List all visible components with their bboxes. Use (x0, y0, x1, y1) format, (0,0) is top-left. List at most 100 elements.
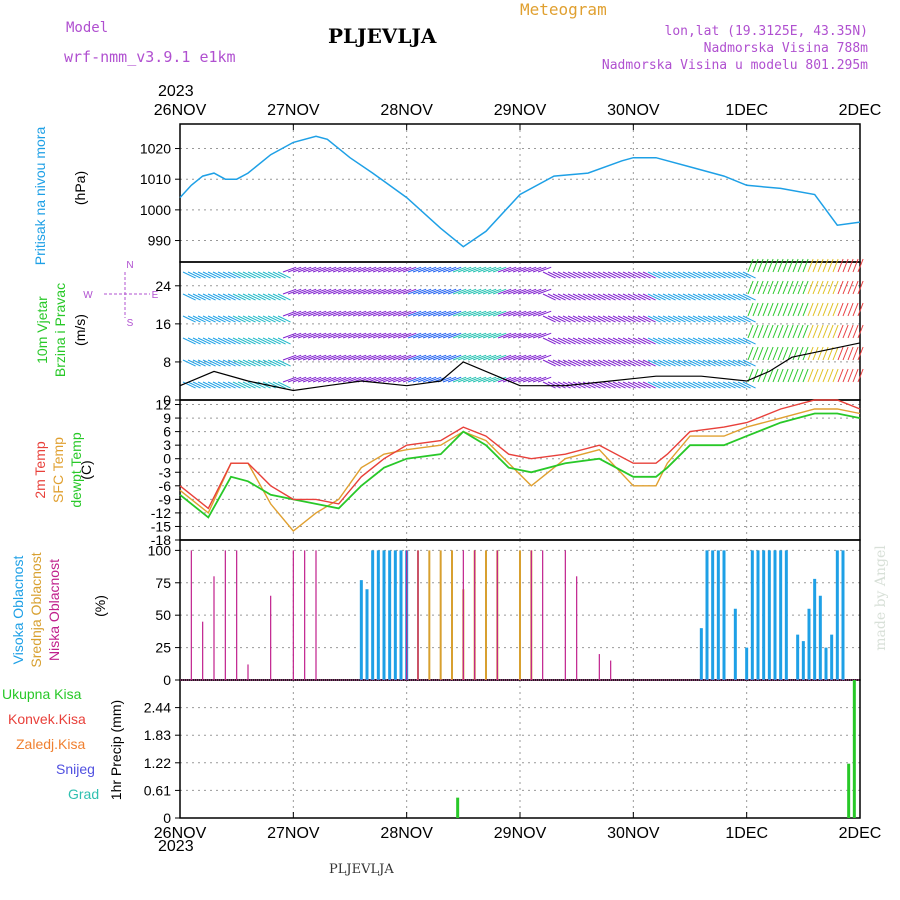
wind-barb (772, 280, 779, 295)
wind-barb (602, 293, 616, 301)
wind-barb (187, 293, 201, 301)
wind-barb (377, 288, 392, 295)
wind-barb (787, 324, 794, 339)
wind-barb (337, 354, 352, 361)
x-tick-label-bottom: 27NOV (267, 825, 320, 842)
wind-barb (632, 315, 646, 323)
wind-barb (652, 359, 666, 367)
wind-barb (737, 337, 751, 345)
wind-barb (687, 337, 701, 345)
wind-barb (487, 288, 502, 295)
wind-barb (407, 376, 422, 383)
wind-barb (582, 359, 596, 367)
wind-barb (182, 271, 196, 279)
wind-barb (542, 293, 556, 301)
wind-barb (237, 359, 251, 367)
wind-barb (307, 332, 322, 339)
wind-barb (202, 293, 216, 301)
wind-barb (587, 359, 601, 367)
wind-barb (717, 271, 731, 279)
wind-barb (397, 310, 412, 317)
wind-barb (442, 376, 457, 383)
wind-barb (787, 368, 794, 383)
wind-barb (382, 376, 397, 383)
wind-barb (787, 258, 794, 273)
wind-barb (417, 332, 432, 339)
wind-barb (517, 332, 532, 339)
y-tick-label: 50 (155, 607, 171, 623)
wind-barb (302, 310, 317, 317)
wind-barb (232, 293, 246, 301)
wind-barb (422, 354, 437, 361)
wind-barb (352, 310, 367, 317)
wind-barb (527, 310, 542, 317)
wind-barb (467, 332, 482, 339)
wind-barb (297, 288, 312, 295)
wind-barb (667, 337, 681, 345)
wind-barb (597, 381, 611, 389)
wind-barb (522, 332, 537, 339)
wind-barb (287, 266, 302, 273)
wind-barb (382, 310, 397, 317)
wind-barb (562, 337, 576, 345)
wind-barb (502, 266, 517, 273)
wind-barb (737, 315, 751, 323)
wind-barb (527, 354, 542, 361)
wind-barb (397, 288, 412, 295)
wind-barb (657, 315, 671, 323)
wind-barb (792, 280, 799, 295)
wind-barb (257, 359, 271, 367)
wind-barb (397, 332, 412, 339)
wind-barb (192, 359, 206, 367)
wind-barb (622, 381, 636, 389)
wind-barb (557, 381, 571, 389)
wind-barb (382, 354, 397, 361)
wind-barb (562, 315, 576, 323)
wind-barb (612, 315, 626, 323)
wind-barb (372, 266, 387, 273)
wind-barb (822, 346, 829, 361)
wind-barb (532, 376, 547, 383)
wind-barb (717, 315, 731, 323)
wind-barb (432, 354, 447, 361)
compass-s: S (127, 318, 134, 329)
wind-barb (762, 368, 769, 383)
wind-barb (787, 302, 794, 317)
wind-barb (212, 293, 226, 301)
wind-barb (262, 359, 276, 367)
wind-barb (287, 332, 302, 339)
wind-barb (287, 354, 302, 361)
precip-zal-label: Zaledj.Kisa (16, 736, 86, 752)
wind-barb (437, 288, 452, 295)
wind-barb (272, 315, 286, 323)
wind-barb (747, 324, 754, 339)
wind-barb (602, 337, 616, 345)
wind-barb (182, 293, 196, 301)
compass-n: N (126, 260, 133, 271)
wind-barb (617, 271, 631, 279)
wind-barb (342, 266, 357, 273)
wind-barb (627, 381, 641, 389)
wind-barb (657, 293, 671, 301)
wind-barb (807, 302, 814, 317)
wind-barb (322, 266, 337, 273)
wind-barb (782, 258, 789, 273)
wind-barb (562, 359, 576, 367)
wind-barb (352, 288, 367, 295)
wind-barb (707, 271, 721, 279)
wind-barb (597, 315, 611, 323)
wind-barb (407, 266, 422, 273)
wind-barb (542, 359, 556, 367)
wind-barb (412, 354, 427, 361)
wind-barb (327, 354, 342, 361)
wind-barb (607, 337, 621, 345)
model-label: Model (66, 20, 109, 36)
wind-barb (232, 381, 246, 389)
wind-barb (662, 359, 676, 367)
wind-barb (412, 332, 427, 339)
year-bottom: 2023 (158, 838, 194, 855)
wind-barb (512, 354, 527, 361)
wind-barb (692, 315, 706, 323)
wind-barb (712, 271, 726, 279)
wind-barb (672, 359, 686, 367)
